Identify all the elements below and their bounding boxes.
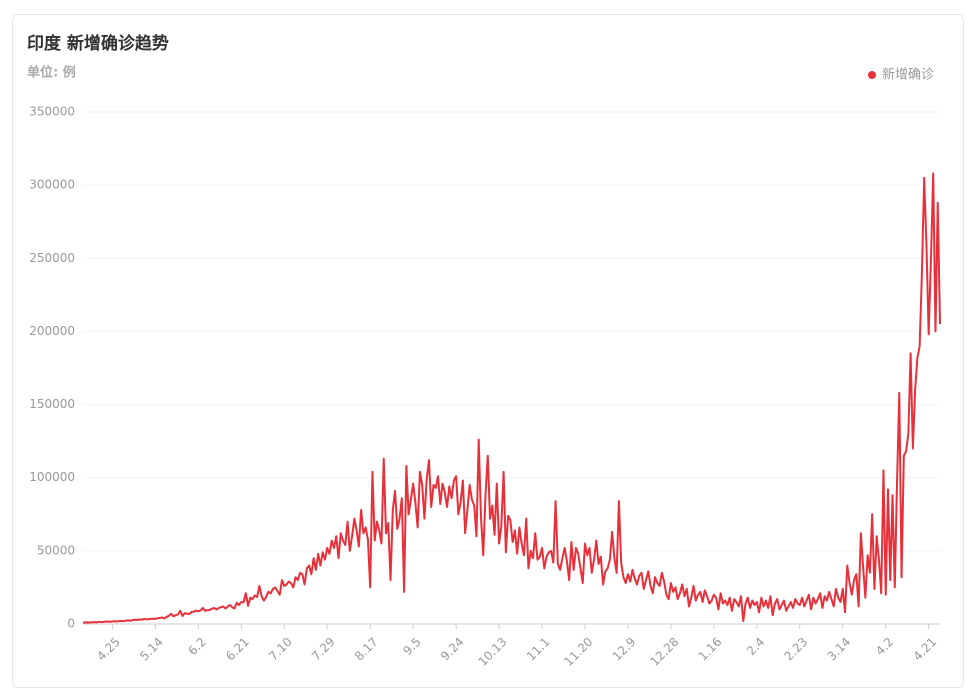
y-tick-label: 300000 bbox=[29, 178, 75, 192]
x-tick-label: 9.24 bbox=[438, 635, 467, 664]
x-tick-label: 2.23 bbox=[782, 635, 811, 664]
x-tick-label: 3.14 bbox=[825, 635, 854, 664]
y-tick-label: 0 bbox=[67, 617, 75, 631]
x-tick-label: 12.9 bbox=[610, 635, 639, 664]
y-tick-label: 50000 bbox=[37, 543, 75, 557]
x-tick-label: 7.29 bbox=[309, 635, 338, 664]
x-tick-label: 5.14 bbox=[137, 635, 166, 664]
x-tick-label: 4.25 bbox=[94, 635, 123, 664]
y-tick-label: 200000 bbox=[29, 324, 75, 338]
x-tick-label: 8.17 bbox=[352, 635, 381, 664]
x-tick-label: 9.5 bbox=[400, 635, 423, 658]
x-tick-label: 11.20 bbox=[561, 635, 595, 669]
chart-title: 印度 新增确诊趋势 bbox=[27, 33, 169, 54]
x-tick-label: 11.1 bbox=[524, 635, 553, 664]
x-tick-label: 12.28 bbox=[647, 635, 681, 669]
y-tick-label: 150000 bbox=[29, 397, 75, 411]
x-tick-label: 1.16 bbox=[696, 635, 725, 664]
x-tick-label: 4.2 bbox=[873, 635, 896, 658]
x-tick-label: 6.2 bbox=[186, 635, 209, 658]
legend-label: 新增确诊 bbox=[882, 67, 934, 83]
card bbox=[12, 14, 964, 688]
y-tick-label: 350000 bbox=[29, 105, 75, 119]
x-tick-label: 10.13 bbox=[475, 635, 509, 669]
y-tick-label: 100000 bbox=[29, 470, 75, 484]
x-tick-label: 2.4 bbox=[744, 635, 767, 658]
legend-marker bbox=[868, 71, 876, 79]
x-tick-label: 4.21 bbox=[910, 635, 939, 664]
chart-subtitle: 单位: 例 bbox=[27, 65, 76, 81]
y-tick-label: 250000 bbox=[29, 251, 75, 265]
x-tick-label: 7.10 bbox=[266, 635, 295, 664]
line-series bbox=[82, 172, 941, 624]
x-tick-label: 6.21 bbox=[223, 635, 252, 664]
